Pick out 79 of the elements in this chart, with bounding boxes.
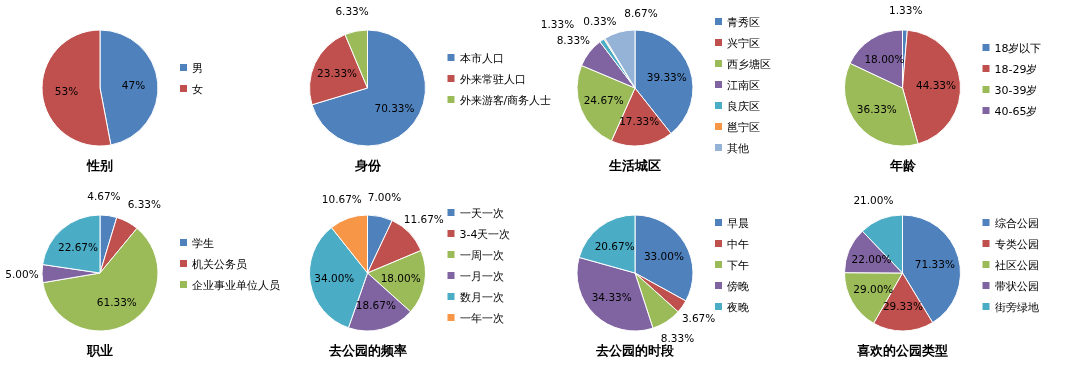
data-label: 44.33%: [915, 78, 957, 91]
legend-label: 兴宁区: [727, 36, 760, 50]
data-label: 61.33%: [96, 295, 137, 308]
legend-label: 一年一次: [459, 311, 504, 325]
data-label: 53%: [54, 84, 79, 97]
legend-label: 3-4天一次: [459, 227, 511, 241]
data-label: 33.00%: [643, 249, 684, 262]
data-label: 11.67%: [403, 212, 444, 225]
legend-label: 早晨: [727, 216, 749, 230]
legend-label: 带状公园: [994, 279, 1039, 293]
data-label: 8.33%: [660, 332, 695, 345]
data-label: 18.00%: [380, 272, 421, 285]
data-label: 36.33%: [856, 103, 897, 116]
data-label: 6.33%: [335, 5, 369, 18]
text: 职业: [86, 343, 113, 358]
data-label: 18.67%: [355, 299, 396, 312]
data-label: 23.33%: [317, 67, 358, 80]
legend-label: 其他: [727, 141, 749, 155]
legend-label: 综合公园: [994, 216, 1039, 230]
legend-label: 一周一次: [459, 248, 504, 262]
data-label: 34.00%: [314, 272, 355, 285]
legend-label: 一月一次: [459, 269, 504, 283]
legend-label: 西乡塘区: [727, 57, 771, 71]
legend-label: 18-29岁: [994, 62, 1038, 76]
legend-label: 男: [192, 61, 203, 75]
data-label: 20.67%: [594, 239, 635, 252]
data-label: 5.00%: [5, 267, 39, 280]
legend-label: 18岁以下: [994, 41, 1042, 55]
text: 身份: [353, 158, 382, 173]
data-label: 1.33%: [889, 3, 923, 16]
data-label: 8.67%: [624, 6, 658, 19]
legend-label: 外来游客/商务人士: [459, 93, 552, 107]
text: 去公园的时段: [595, 343, 675, 358]
legend-label: 学生: [192, 236, 214, 250]
data-label: 24.67%: [583, 94, 624, 107]
data-label: 71.33%: [914, 257, 955, 270]
data-label: 47%: [121, 78, 146, 91]
legend-label: 30-39岁: [994, 83, 1038, 97]
legend-label: 企业事业单位人员: [192, 278, 280, 292]
legend-label: 一天一次: [459, 206, 504, 220]
legend-label: 中午: [727, 237, 749, 251]
data-label: 3.67%: [681, 311, 716, 324]
legend-label: 本市人口: [459, 51, 504, 65]
data-label: 7.00%: [367, 190, 402, 203]
text: 年龄: [888, 158, 917, 173]
legend-label: 街旁绿地: [994, 300, 1039, 314]
data-label: 10.67%: [321, 193, 362, 206]
legend-label: 邕宁区: [727, 120, 760, 134]
data-label: 17.33%: [619, 115, 660, 128]
data-label: 29.33%: [882, 300, 923, 313]
legend-label: 社区公园: [994, 258, 1039, 272]
text: 喜欢的公园类型: [856, 343, 948, 358]
data-label: 70.33%: [374, 101, 415, 114]
legend-label: 傍晚: [727, 279, 749, 293]
data-label: 29.00%: [853, 283, 894, 296]
text: 去公园的频率: [327, 343, 407, 358]
legend-label: 江南区: [727, 78, 760, 92]
data-label: 34.33%: [591, 290, 632, 303]
legend-label: 夜晚: [727, 300, 749, 314]
legend-label: 女: [192, 82, 203, 96]
legend-label: 40-65岁: [994, 104, 1038, 118]
data-label: 22.00%: [851, 253, 892, 266]
data-label: 21.00%: [853, 194, 894, 207]
legend-label: 青秀区: [727, 15, 760, 29]
data-label: 1.33%: [540, 17, 575, 30]
legend-label: 良庆区: [727, 99, 760, 113]
text: 生活城区: [608, 158, 661, 173]
legend-label: 下午: [727, 258, 749, 272]
data-label: 4.67%: [87, 189, 121, 202]
data-label: 6.33%: [127, 197, 162, 210]
text: 性别: [86, 158, 113, 173]
data-label: 22.67%: [57, 241, 99, 254]
legend-label: 机关公务员: [192, 257, 247, 271]
legend-label: 专类公园: [994, 237, 1039, 251]
data-label: 0.33%: [583, 15, 617, 28]
legend-label: 数月一次: [459, 290, 504, 304]
data-label: 8.33%: [556, 33, 591, 46]
legend-label: 外来常驻人口: [459, 72, 526, 86]
data-label: 39.33%: [646, 70, 687, 83]
